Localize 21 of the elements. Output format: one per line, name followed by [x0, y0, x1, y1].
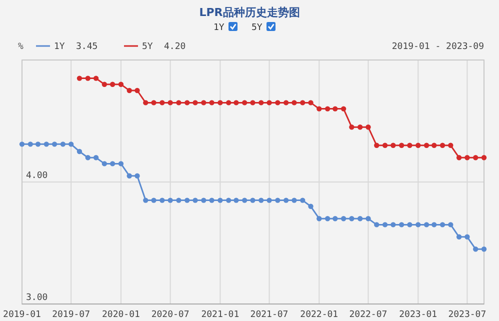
chart-title: LPR品种历史走势图: [199, 6, 300, 19]
legend-label: 5Y: [142, 42, 154, 52]
x-tick-label: 2019-07: [52, 310, 90, 320]
text: 5Y: [252, 23, 262, 33]
x-tick-label: 2020-07: [151, 310, 190, 320]
text: 2019-01 - 2023-09: [392, 42, 484, 52]
text: 4.20: [164, 42, 186, 52]
y-tick-label: 3.00: [26, 293, 48, 303]
text: 3.45: [76, 42, 98, 52]
x-tick-label: 2020-01: [102, 310, 140, 320]
x-tick-label: 2021-01: [201, 310, 240, 320]
legend-label: 1Y: [54, 42, 66, 52]
x-tick-label: 2023-07: [448, 310, 486, 320]
x-tick-label: 2022-07: [349, 310, 388, 320]
y-axis-title: %: [18, 42, 24, 52]
x-tick-label: 2019-01: [3, 310, 41, 320]
y-tick-label: 4.00: [26, 171, 48, 181]
x-tick-label: 2023-01: [399, 310, 438, 320]
text: 1Y: [214, 23, 224, 33]
x-tick-label: 2022-01: [300, 310, 338, 320]
x-tick-label: 2021-07: [250, 310, 288, 320]
